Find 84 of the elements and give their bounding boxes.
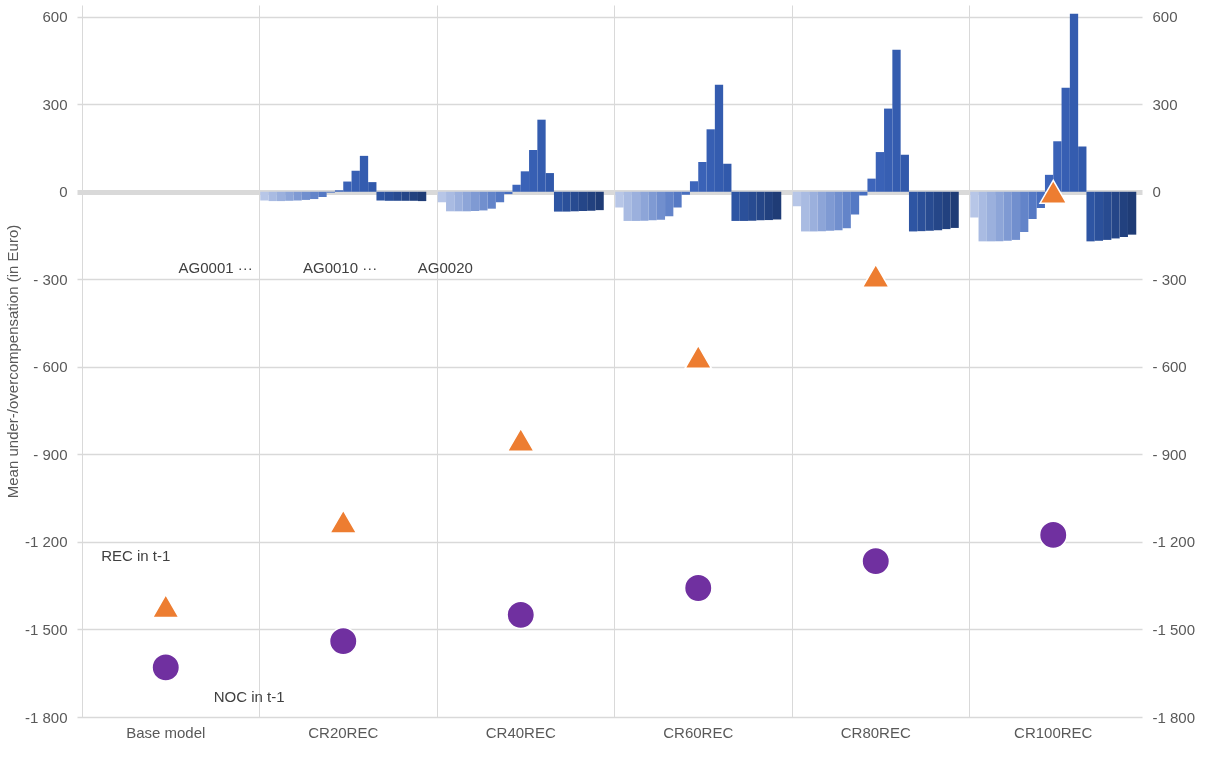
bar	[825, 191, 835, 231]
bar	[615, 191, 624, 208]
bar	[665, 191, 674, 217]
y-tick-label: - 600	[33, 358, 68, 376]
y2-tick-label: 600	[1152, 8, 1178, 26]
bar	[437, 191, 447, 203]
bar	[310, 191, 319, 200]
bar	[318, 191, 327, 198]
bar	[1020, 191, 1029, 233]
y2-tick-label: 0	[1152, 183, 1161, 201]
point	[151, 593, 180, 619]
bar	[640, 191, 649, 221]
y2-tick-label: -1 500	[1152, 620, 1196, 638]
bar	[293, 191, 302, 201]
point	[684, 344, 713, 370]
bar	[285, 191, 294, 201]
point	[151, 652, 181, 682]
bar	[859, 191, 868, 196]
x-tick-label: CR100REC	[1014, 723, 1093, 741]
text: REC in t-1	[101, 547, 171, 565]
bar	[792, 191, 802, 207]
bar	[995, 191, 1004, 242]
bar	[487, 191, 496, 209]
bar	[260, 191, 269, 201]
y2-tick-label: 300	[1152, 95, 1178, 113]
bar	[681, 191, 690, 195]
y-tick-label: -1 800	[24, 708, 68, 726]
point	[861, 263, 890, 288]
x-tick-label: CR40REC	[485, 723, 556, 741]
point	[328, 626, 358, 656]
y2-tick-label: - 600	[1152, 358, 1187, 376]
bar	[1028, 191, 1037, 219]
bar	[631, 191, 641, 221]
x-tick-label: CR60REC	[663, 723, 734, 741]
annotation: AG0020	[417, 259, 473, 277]
bar	[970, 191, 979, 218]
bar	[978, 191, 987, 242]
bar	[268, 191, 277, 202]
point	[683, 573, 713, 603]
bar	[656, 191, 666, 220]
bar	[446, 191, 455, 212]
y-tick-label: - 300	[33, 270, 68, 288]
y-tick-label: 0	[59, 183, 68, 201]
y-tick-label: -1 500	[24, 620, 68, 638]
point	[1039, 179, 1068, 204]
point	[1038, 520, 1068, 550]
bar	[817, 191, 826, 232]
bar	[470, 191, 480, 212]
annotation: AG0001 ···	[178, 259, 253, 277]
y2-tick-label: -1 800	[1152, 708, 1196, 726]
x-tick-label: CR80REC	[840, 723, 911, 741]
y2-tick-label: - 300	[1152, 270, 1187, 288]
bar	[986, 191, 996, 242]
bar	[301, 191, 311, 200]
point	[506, 600, 536, 630]
bar	[673, 191, 682, 208]
y2-tick-label: -1 200	[1152, 533, 1196, 551]
bar	[648, 191, 657, 221]
bar	[276, 191, 286, 202]
y-tick-label: -1 200	[24, 533, 68, 551]
bar	[495, 191, 505, 203]
bar	[809, 191, 818, 232]
point	[506, 427, 535, 452]
y-tick-label: 600	[42, 8, 68, 26]
y-tick-label: - 900	[33, 445, 68, 463]
annotation: AG0010 ···	[302, 259, 378, 277]
point	[861, 546, 891, 576]
point	[329, 509, 358, 534]
x-tick-label: Base model	[126, 723, 206, 741]
bar	[842, 191, 851, 229]
bar	[1003, 191, 1012, 241]
bar	[850, 191, 860, 215]
bar	[462, 191, 471, 212]
bar	[801, 191, 810, 232]
bar	[479, 191, 488, 211]
y2-tick-label: - 900	[1152, 445, 1187, 463]
y-tick-label: 300	[42, 95, 68, 113]
x-tick-label: CR20REC	[308, 723, 379, 741]
bar	[1011, 191, 1021, 240]
bar	[623, 191, 632, 221]
text: NOC in t-1	[213, 688, 285, 706]
y-axis-title: Mean under-/overcompensation (in Euro)	[3, 224, 21, 499]
bar	[454, 191, 463, 212]
bar	[834, 191, 843, 231]
